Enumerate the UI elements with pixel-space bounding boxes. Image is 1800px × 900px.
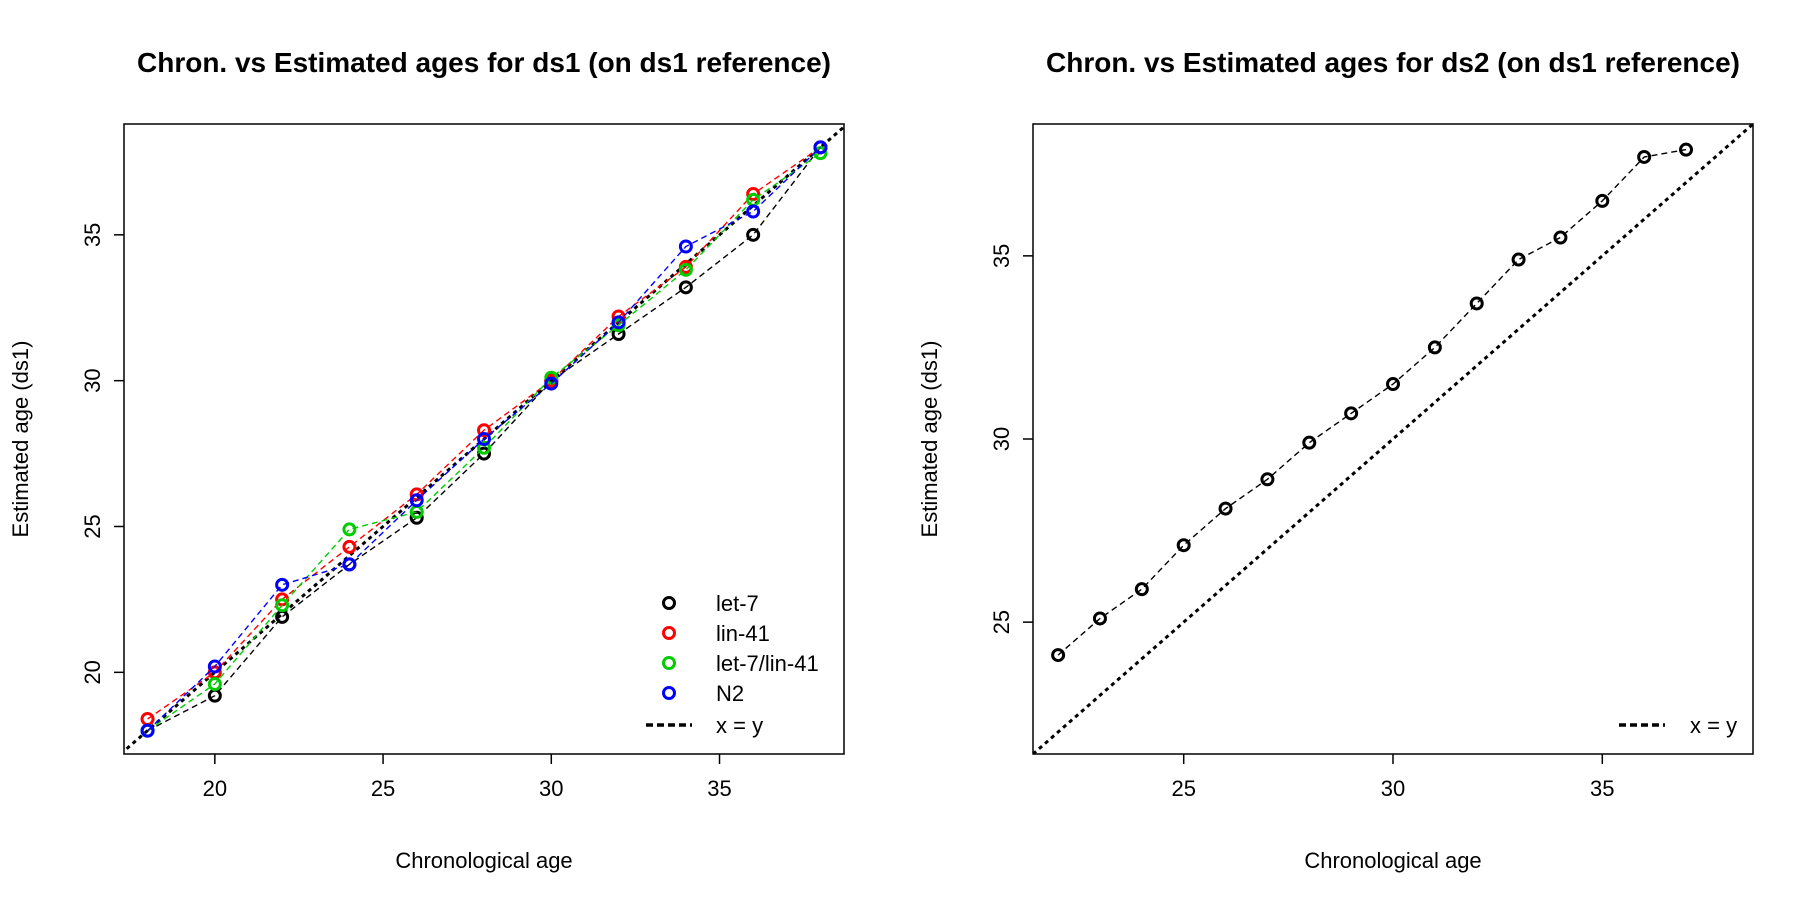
axis-ticks: 20 25 30 35 20 25 30 35 (80, 223, 732, 801)
series-layer (1051, 142, 1694, 663)
y-tick-label: 30 (80, 368, 105, 392)
y-tick-label: 35 (989, 244, 1014, 268)
data-point (678, 239, 693, 254)
data-point (409, 510, 424, 525)
data-point (207, 659, 222, 674)
series-line (147, 146, 821, 732)
series-line (147, 152, 821, 732)
legend-label: x = y (1690, 713, 1737, 738)
data-point (1260, 472, 1275, 487)
legend-label: N2 (716, 681, 744, 706)
x-axis-label: Chronological age (1304, 848, 1481, 873)
data-point (477, 440, 491, 455)
series-line (147, 146, 821, 732)
legend-entry: N2 (662, 681, 744, 706)
y-tick-label: 25 (80, 514, 105, 538)
data-point (1637, 149, 1652, 164)
x-tick-label: 25 (1171, 776, 1195, 801)
data-point (477, 423, 491, 438)
data-point (746, 187, 761, 201)
data-point (544, 376, 559, 391)
legend-label: lin-41 (716, 621, 770, 646)
chart-panel-ds1: Chron. vs Estimated ages for ds1 (on ds1… (8, 47, 845, 873)
data-point (140, 712, 155, 726)
identity-line (1033, 124, 1753, 754)
x-axis-label: Chronological age (395, 848, 572, 873)
data-point (746, 227, 761, 242)
data-point (678, 262, 693, 277)
data-point (1679, 142, 1694, 157)
x-tick-label: 20 (203, 776, 227, 801)
legend-entry: x = y (646, 713, 763, 738)
y-axis-label: Estimated age (ds1) (917, 341, 942, 538)
data-point (275, 598, 290, 613)
data-point (1218, 501, 1233, 516)
legend-marker (662, 626, 676, 640)
data-point (275, 577, 290, 592)
chart-title: Chron. vs Estimated ages for ds1 (on ds1… (137, 47, 831, 78)
series-line (1057, 148, 1687, 656)
data-point (1511, 252, 1526, 267)
data-point (1051, 648, 1066, 663)
series-layer (140, 140, 828, 738)
data-point (1469, 296, 1484, 311)
data-point (611, 315, 626, 330)
data-point (1386, 377, 1400, 392)
x-tick-label: 30 (1381, 776, 1405, 801)
legend-marker (662, 596, 676, 610)
data-point (1553, 230, 1568, 245)
identity-line-path (1033, 124, 1753, 754)
data-point (1176, 538, 1191, 553)
data-point (409, 493, 424, 508)
legend-marker (662, 686, 676, 700)
data-point (1092, 611, 1107, 626)
y-tick-label: 25 (989, 610, 1014, 634)
axis-ticks: 25 30 35 25 30 35 (989, 244, 1615, 801)
data-point (477, 432, 491, 446)
x-tick-label: 35 (1590, 776, 1614, 801)
legend-label: let-7/lin-41 (716, 651, 819, 676)
legend-label: x = y (716, 713, 763, 738)
y-tick-label: 30 (989, 427, 1014, 451)
y-tick-label: 20 (80, 660, 105, 684)
legend-entry: x = y (1619, 713, 1737, 738)
plot-frame (123, 123, 845, 755)
series-3 (140, 140, 828, 738)
data-point (1302, 435, 1317, 450)
x-tick-label: 25 (371, 776, 395, 801)
legend-label: let-7 (716, 591, 759, 616)
data-point (140, 723, 155, 738)
chart-title: Chron. vs Estimated ages for ds2 (on ds1… (1046, 47, 1740, 78)
data-point (207, 677, 222, 691)
series-line (147, 146, 821, 720)
data-point (342, 539, 357, 554)
x-tick-label: 30 (539, 776, 563, 801)
legend: x = y (1619, 713, 1737, 738)
legend-entry: lin-41 (662, 621, 770, 646)
series-0 (1051, 142, 1694, 663)
y-tick-label: 35 (80, 223, 105, 247)
data-point (342, 557, 357, 572)
legend-entry: let-7 (662, 591, 759, 616)
legend-entry: let-7/lin-41 (662, 651, 819, 676)
data-point (1344, 406, 1359, 421)
y-axis-label: Estimated age (ds1) (8, 341, 33, 538)
data-point (1595, 193, 1610, 208)
data-point (813, 140, 828, 155)
data-point (678, 280, 693, 295)
data-point (1134, 582, 1149, 597)
x-tick-label: 35 (707, 776, 731, 801)
data-point (1427, 340, 1442, 355)
legend-marker (662, 656, 676, 670)
data-point (746, 204, 761, 219)
legend: let-7 lin-41 let-7/lin-41 N2 x = y (646, 591, 819, 738)
data-point (342, 522, 357, 537)
chart-panel-ds2: Chron. vs Estimated ages for ds2 (on ds1… (917, 47, 1754, 873)
plot-frame (1032, 123, 1754, 755)
